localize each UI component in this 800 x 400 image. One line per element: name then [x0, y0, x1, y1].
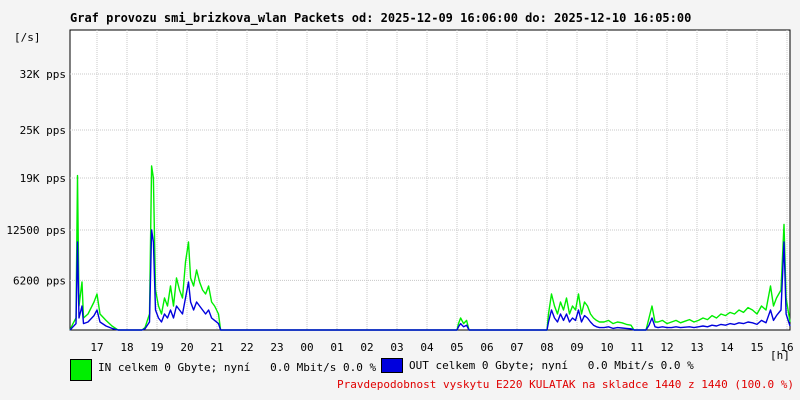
y-tick-labels: 6200 pps 12500 pps 19K pps 25K pps 32K pps: [6, 68, 66, 287]
y-tick-label-0: 6200 pps: [13, 274, 66, 287]
legend-in-swatch: [70, 359, 92, 381]
x-tick-label-8: 01: [330, 341, 343, 354]
chart-title: Graf provozu smi_brizkova_wlan Packets o…: [70, 11, 691, 26]
x-tick-label-11: 04: [420, 341, 434, 354]
x-tick-label-4: 21: [210, 341, 223, 354]
x-tick-label-13: 06: [480, 341, 493, 354]
x-tick-label-22: 15: [750, 341, 763, 354]
y-axis-label: [/s]: [14, 31, 41, 44]
x-tick-label-5: 22: [240, 341, 253, 354]
legend-out-label: OUT celkem 0 Gbyte; nyní 0.0 Mbit/s 0.0 …: [409, 359, 694, 372]
series-in-line: [69, 165, 791, 331]
y-tick-label-4: 32K pps: [20, 68, 66, 81]
x-tick-labels: 17 18 19 20 21 22 23 00 01 02 03 04 05 06 07 08 09 10 11 12…: [90, 341, 793, 354]
x-tick-label-14: 07: [510, 341, 523, 354]
grid-lines: [70, 30, 790, 330]
x-tick-label-19: 12: [660, 341, 673, 354]
x-tick-label-1: 18: [120, 341, 133, 354]
x-tick-label-7: 00: [300, 341, 313, 354]
series-layer: [69, 165, 791, 331]
x-tick-label-3: 20: [180, 341, 193, 354]
series-out-line: [69, 229, 791, 331]
x-tick-label-9: 02: [360, 341, 373, 354]
probability-note: Pravdepodobnost vyskytu E220 KULATAK na …: [337, 378, 794, 391]
x-tick-label-17: 10: [600, 341, 613, 354]
legend-in-label: IN celkem 0 Gbyte; nyní 0.0 Mbit/s 0.0 %: [98, 360, 377, 374]
x-tick-label-2: 19: [150, 341, 163, 354]
x-axis-label: [h]: [770, 349, 790, 362]
y-tick-label-1: 12500 pps: [6, 224, 66, 237]
x-tick-label-15: 08: [540, 341, 553, 354]
x-tick-label-12: 05: [450, 341, 463, 354]
y-tick-label-3: 25K pps: [20, 124, 66, 137]
x-tick-label-16: 09: [570, 341, 583, 354]
x-tick-label-0: 17: [90, 341, 103, 354]
x-tick-label-18: 11: [630, 341, 643, 354]
legend-out-swatch: [381, 358, 403, 373]
x-tick-label-21: 14: [720, 341, 734, 354]
x-tick-label-6: 23: [270, 341, 283, 354]
x-tick-label-23: 16: [780, 341, 793, 354]
legend-out: OUT celkem 0 Gbyte; nyní 0.0 Mbit/s 0.0 …: [381, 358, 694, 373]
x-tick-label-20: 13: [690, 341, 703, 354]
x-tick-label-10: 03: [390, 341, 403, 354]
legend-in: IN celkem 0 Gbyte; nyní 0.0 Mbit/s 0.0 %: [70, 359, 376, 381]
y-tick-label-2: 19K pps: [20, 172, 66, 185]
